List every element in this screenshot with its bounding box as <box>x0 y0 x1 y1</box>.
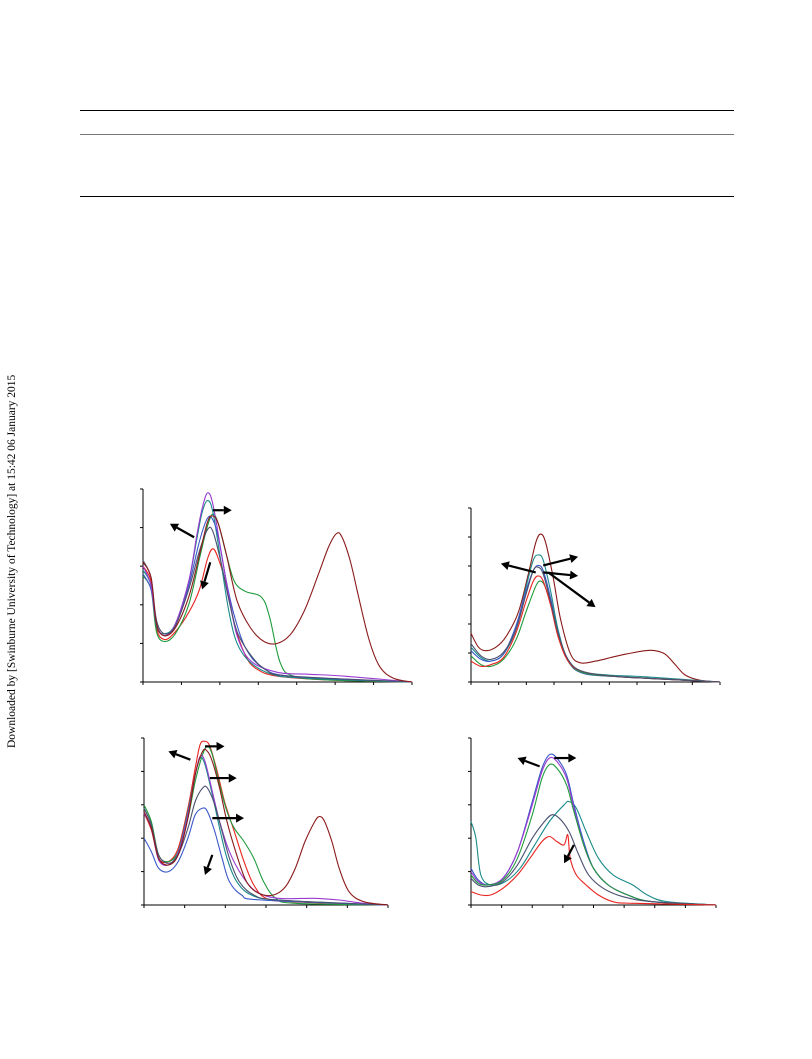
download-watermark: Downloaded by [Swinburne University of T… <box>6 374 18 748</box>
arrow-shaft <box>175 753 191 761</box>
arrow-head <box>569 570 579 580</box>
trend-arrow-1 <box>554 753 577 763</box>
trend-arrow-1 <box>212 505 232 515</box>
arrow-shaft <box>547 571 590 604</box>
table-bottom-rule <box>80 196 734 197</box>
arrow-shaft <box>524 759 540 768</box>
trend-arrow-3 <box>500 561 537 574</box>
series-line-5 <box>470 814 717 906</box>
trend-arrow-4 <box>547 571 596 608</box>
arrow-shaft <box>206 854 214 868</box>
arrow-head <box>500 561 510 570</box>
arrow-head <box>563 854 572 864</box>
arrow-head <box>236 813 245 823</box>
series-line-2 <box>142 513 413 683</box>
chart-panel-bottom-left <box>141 737 389 908</box>
series-line-6 <box>143 785 389 906</box>
arrow-head <box>203 865 212 875</box>
series-line-1 <box>470 800 717 906</box>
series-line-3 <box>470 564 721 683</box>
trend-arrow-3 <box>209 773 237 783</box>
series-line-1 <box>142 548 413 683</box>
trend-arrow-1 <box>205 741 225 751</box>
arrow-shaft <box>566 844 575 857</box>
chart-panel-bottom-right <box>468 737 717 908</box>
series-line-5 <box>143 754 389 906</box>
series-line-7 <box>143 748 389 906</box>
arrow-head <box>169 523 180 532</box>
trend-arrow-2 <box>517 756 540 768</box>
series-line-6 <box>470 834 717 906</box>
arrow-head <box>517 756 527 766</box>
trend-arrow-3 <box>200 562 212 590</box>
table-top-rule <box>80 110 734 111</box>
series-line-3 <box>143 756 389 906</box>
series-line-2 <box>470 753 717 906</box>
arrow-shaft <box>203 562 212 583</box>
series-line-4 <box>470 763 717 906</box>
series-line-6 <box>142 526 413 683</box>
chart-panel-top-right <box>468 507 721 685</box>
arrow-shaft <box>543 571 571 577</box>
arrow-head <box>586 598 596 608</box>
trend-arrow-1 <box>542 554 579 567</box>
arrow-head <box>200 580 209 590</box>
arrow-head <box>168 749 178 759</box>
series-line-3 <box>142 500 413 683</box>
arrow-head <box>568 753 577 763</box>
arrow-shaft <box>176 526 195 539</box>
arrow-head <box>223 505 232 515</box>
trend-arrow-4 <box>212 813 245 823</box>
trend-arrow-2 <box>168 749 191 761</box>
arrow-head <box>216 741 225 751</box>
series-line-2 <box>143 745 389 906</box>
arrow-shaft <box>508 564 537 574</box>
trend-arrow-3 <box>563 844 575 864</box>
series-line-1 <box>470 533 721 683</box>
series-line-3 <box>470 756 717 906</box>
arrow-head <box>569 554 579 564</box>
series-line-4 <box>470 580 721 683</box>
chart-panel-top-left <box>140 488 413 685</box>
series-line-5 <box>470 575 721 683</box>
series-line-4 <box>142 515 413 683</box>
series-line-6 <box>470 566 721 683</box>
series-line-2 <box>470 554 721 683</box>
table-header-rule <box>80 134 734 135</box>
trend-arrow-2 <box>169 523 195 539</box>
series-line-4 <box>143 807 389 906</box>
trend-arrow-2 <box>543 570 579 580</box>
arrow-head <box>228 773 237 783</box>
series-line-7 <box>142 515 413 683</box>
series-line-1 <box>143 740 389 906</box>
trend-arrow-5 <box>203 854 214 875</box>
arrow-shaft <box>542 557 571 567</box>
